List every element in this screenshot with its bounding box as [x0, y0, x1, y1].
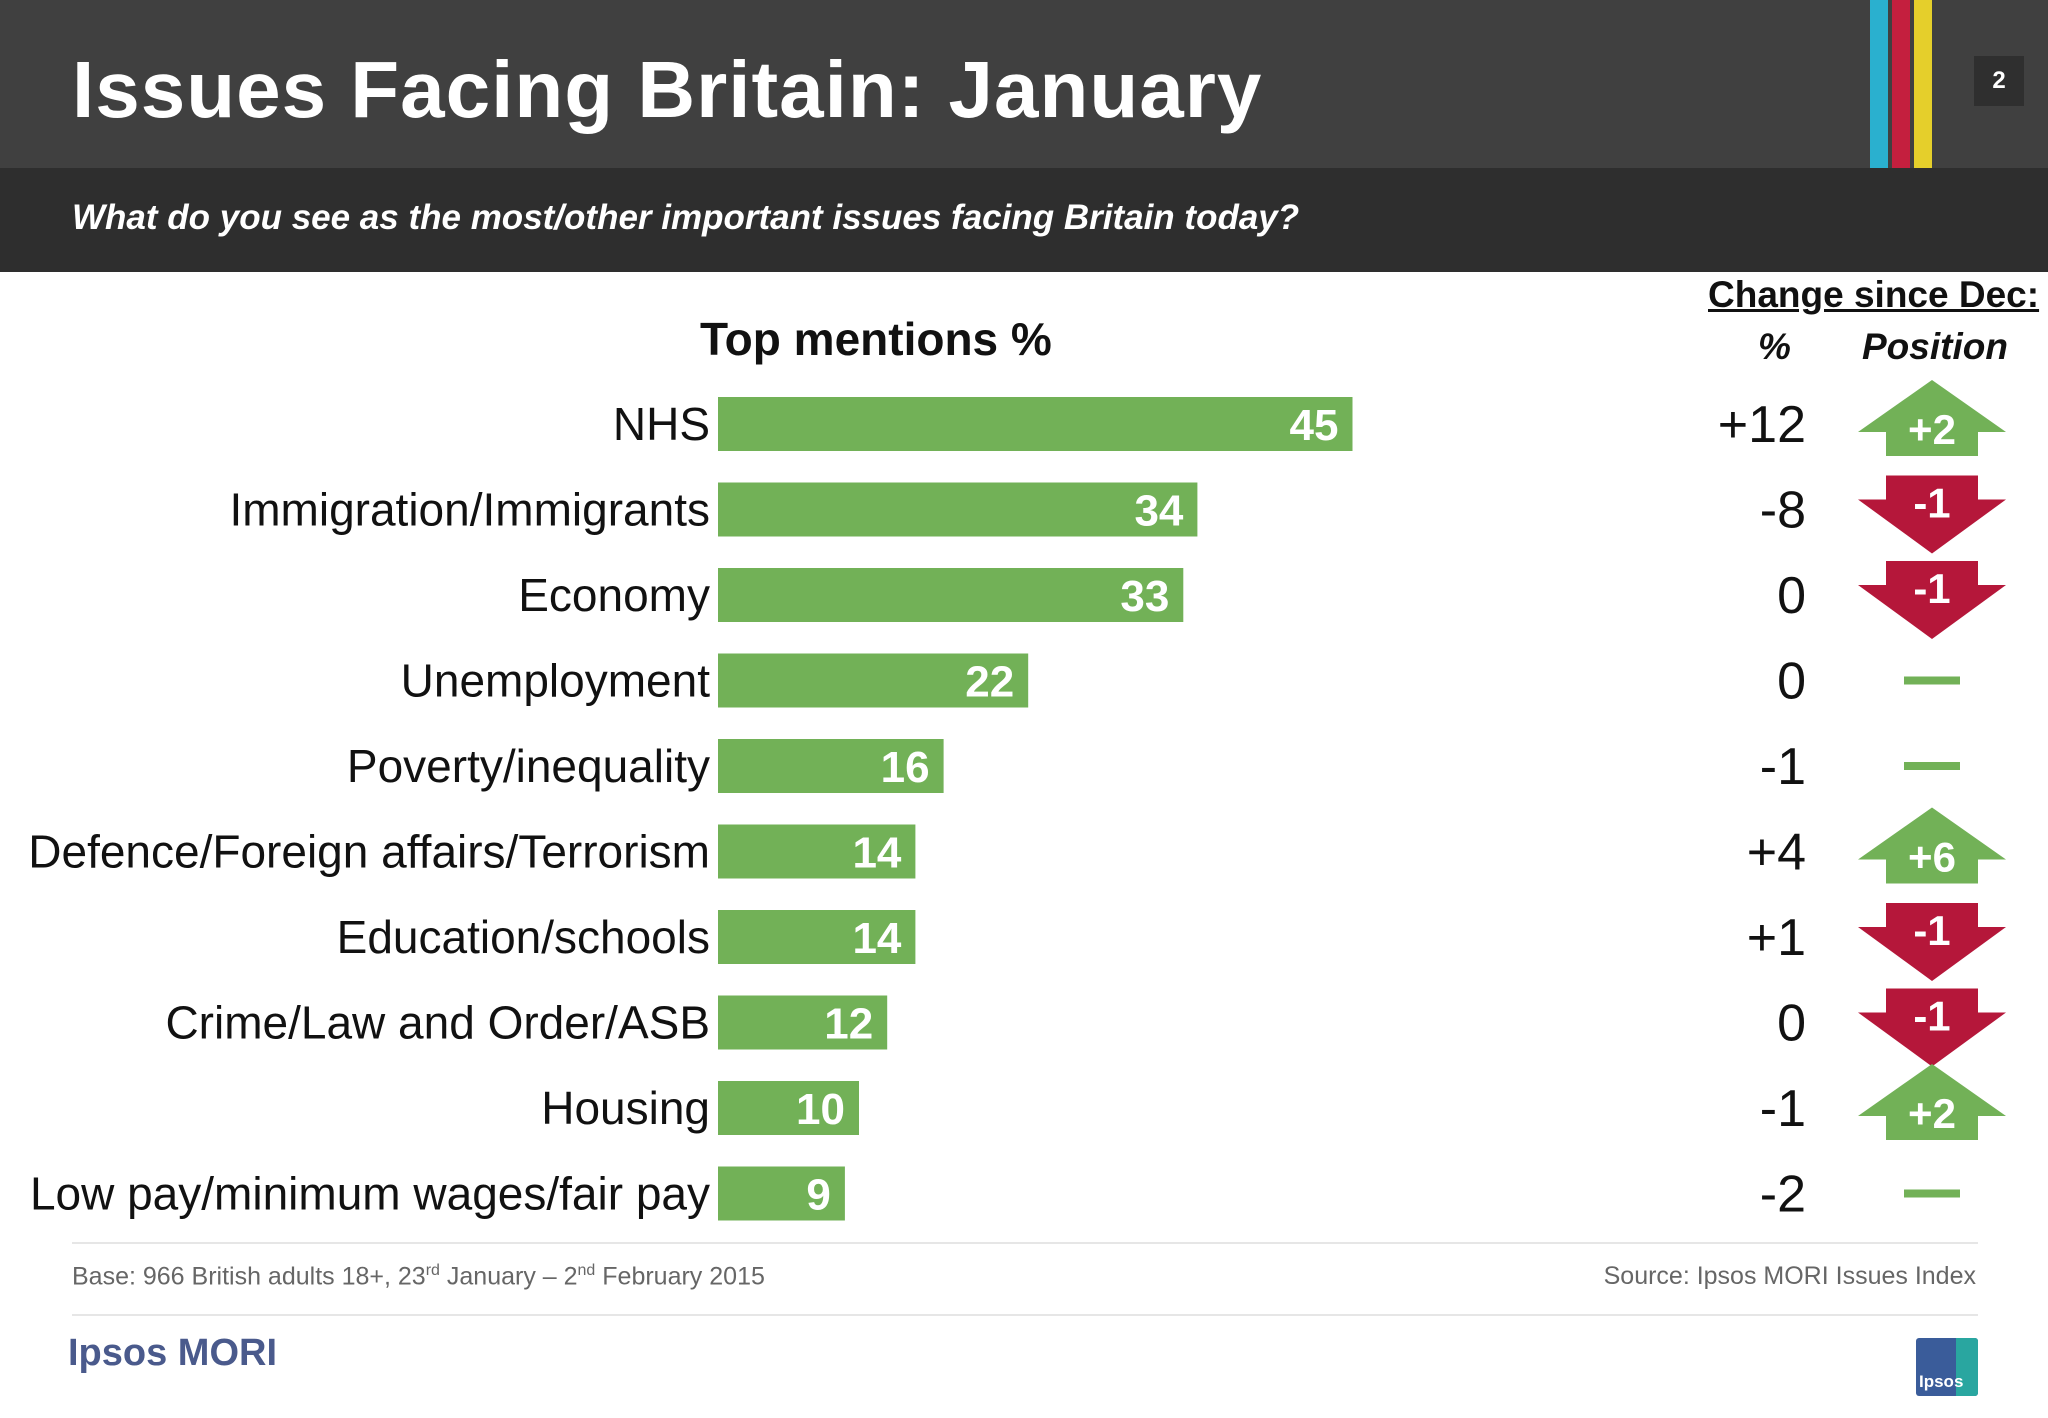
bar	[718, 653, 1029, 708]
position-up-arrow-icon	[1858, 807, 2006, 884]
position-change-label: -1	[1913, 565, 1950, 612]
page-number: 2	[1974, 56, 2024, 106]
change-pct-value: -1	[1760, 738, 1806, 796]
page-title: Issues Facing Britain: January	[72, 45, 1263, 134]
ipsos-mori-logo: Ipsos MORI	[68, 1332, 278, 1374]
position-heading: Position	[1862, 326, 2008, 367]
no-change-dash-icon	[1904, 762, 1960, 770]
position-change-label: +2	[1908, 406, 1956, 453]
bar-value-label: 34	[1134, 487, 1183, 536]
position-change-label: -1	[1913, 480, 1950, 527]
category-label: Low pay/minimum wages/fair pay	[30, 1168, 710, 1220]
change-pct-value: +4	[1747, 824, 1806, 882]
bar	[718, 568, 1184, 622]
position-change-label: +2	[1908, 1090, 1956, 1137]
logo-accent	[1956, 1338, 1978, 1396]
accent-stripe-red	[1892, 0, 1910, 168]
no-change-dash-icon	[1904, 1189, 1960, 1198]
position-up-arrow-icon	[1858, 1064, 2006, 1140]
category-label: Housing	[541, 1082, 710, 1134]
position-change-label: -1	[1913, 993, 1950, 1040]
chart-title: Top mentions %	[700, 313, 1052, 365]
ipsos-badge-logo: Ipsos	[1916, 1338, 1978, 1396]
change-heading: Change since Dec:	[1708, 274, 2040, 315]
change-pct-value: 0	[1777, 567, 1806, 625]
footer-divider-top	[72, 1242, 1978, 1244]
change-pct-value: 0	[1777, 653, 1806, 711]
bar-value-label: 33	[1120, 572, 1169, 621]
bar	[718, 397, 1353, 451]
position-down-arrow-icon	[1858, 903, 2006, 981]
accent-stripe-blue	[1870, 0, 1888, 168]
category-label: Defence/Foreign affairs/Terrorism	[28, 826, 710, 878]
bar	[718, 1166, 845, 1221]
accent-stripe-yellow	[1914, 0, 1932, 168]
question-bar	[0, 168, 2048, 272]
change-pct-value: -1	[1760, 1080, 1806, 1138]
position-down-arrow-icon	[1858, 988, 2006, 1067]
bar-value-label: 12	[824, 1000, 873, 1049]
change-pct-value: -2	[1760, 1166, 1806, 1224]
category-label: Immigration/Immigrants	[229, 484, 710, 536]
position-up-arrow-icon	[1858, 380, 2006, 456]
category-label: Education/schools	[337, 911, 710, 963]
bar	[718, 1081, 859, 1135]
logo-badge-text: Ipsos	[1919, 1372, 1964, 1391]
bar-value-label: 14	[852, 914, 901, 963]
bar-value-label: 10	[796, 1085, 845, 1134]
category-label: Economy	[518, 569, 710, 621]
source-footnote: Source: Ipsos MORI Issues Index	[1603, 1262, 1976, 1290]
category-label: Crime/Law and Order/ASB	[165, 997, 710, 1049]
change-pct-value: +1	[1747, 909, 1806, 967]
position-change-label: -1	[1913, 907, 1950, 954]
survey-question: What do you see as the most/other import…	[72, 198, 1300, 237]
change-pct-value: 0	[1777, 995, 1806, 1053]
bar	[718, 910, 916, 964]
bar	[718, 824, 916, 879]
change-pct-value: +12	[1718, 396, 1806, 454]
position-down-arrow-icon	[1858, 475, 2006, 554]
no-change-dash-icon	[1904, 676, 1960, 685]
footer-divider-bottom	[72, 1314, 1978, 1316]
bar-value-label: 45	[1290, 401, 1339, 450]
position-change-label: +6	[1908, 834, 1956, 881]
change-pct-value: -8	[1760, 482, 1806, 540]
base-footnote: Base: 966 British adults 18+, 23rd Janua…	[72, 1262, 765, 1291]
bar-value-label: 22	[965, 658, 1014, 707]
bar	[718, 482, 1198, 537]
change-pct-heading: %	[1758, 326, 1791, 367]
header-bar	[0, 0, 2048, 168]
bar	[718, 995, 888, 1050]
category-label: Poverty/inequality	[347, 740, 710, 792]
position-down-arrow-icon	[1858, 561, 2006, 639]
bar	[718, 739, 944, 793]
category-label: Unemployment	[401, 655, 711, 707]
bar-value-label: 9	[806, 1171, 830, 1220]
bar-value-label: 16	[881, 743, 930, 792]
bar-value-label: 14	[852, 829, 901, 878]
category-label: NHS	[613, 398, 710, 450]
